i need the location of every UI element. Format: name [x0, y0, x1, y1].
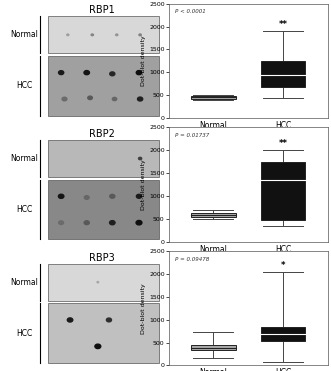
Circle shape [84, 221, 89, 224]
Bar [48, 303, 159, 363]
Text: RBP1: RBP1 [89, 6, 115, 16]
Bar [261, 162, 306, 220]
Bar [48, 16, 159, 53]
Y-axis label: Dot-blot density: Dot-blot density [141, 36, 146, 86]
Bar [48, 140, 159, 177]
Text: Normal: Normal [10, 30, 38, 39]
Circle shape [59, 221, 64, 224]
Bar [48, 263, 159, 301]
Circle shape [67, 318, 73, 322]
Circle shape [62, 97, 67, 101]
Text: *: * [281, 261, 285, 270]
Circle shape [136, 194, 142, 198]
Text: Normal: Normal [10, 154, 38, 163]
Circle shape [139, 34, 141, 36]
Text: HCC: HCC [16, 205, 32, 214]
Circle shape [110, 194, 115, 198]
Circle shape [136, 70, 142, 75]
Text: Normal: Normal [10, 278, 38, 287]
Bar [191, 213, 236, 217]
Text: HCC: HCC [16, 329, 32, 338]
Text: **: ** [279, 20, 288, 29]
Circle shape [95, 344, 101, 349]
Bar [48, 56, 159, 116]
Circle shape [110, 221, 115, 225]
Bar [261, 327, 306, 341]
Y-axis label: Dot-blot density: Dot-blot density [141, 283, 146, 334]
Circle shape [97, 282, 99, 283]
Circle shape [59, 70, 64, 75]
Text: HCC: HCC [16, 81, 32, 90]
Circle shape [107, 318, 112, 322]
Bar [48, 180, 159, 240]
Text: P = 0.01737: P = 0.01737 [175, 133, 210, 138]
Circle shape [67, 34, 69, 36]
Bar [261, 61, 306, 87]
Text: RBP3: RBP3 [89, 253, 115, 263]
Circle shape [84, 196, 89, 199]
Y-axis label: Dot-blot density: Dot-blot density [141, 159, 146, 210]
Text: P < 0.0001: P < 0.0001 [175, 9, 206, 14]
Circle shape [84, 70, 89, 75]
Text: **: ** [279, 139, 288, 148]
Circle shape [139, 157, 142, 160]
Circle shape [137, 97, 143, 101]
Circle shape [136, 220, 142, 225]
Bar [191, 96, 236, 99]
Circle shape [91, 34, 93, 36]
Text: P = 0.09478: P = 0.09478 [175, 257, 210, 262]
Circle shape [58, 194, 64, 198]
Circle shape [110, 72, 115, 76]
Circle shape [88, 96, 92, 99]
Circle shape [116, 34, 118, 36]
Circle shape [112, 97, 117, 101]
Bar [191, 345, 236, 350]
Text: RBP2: RBP2 [89, 129, 115, 139]
